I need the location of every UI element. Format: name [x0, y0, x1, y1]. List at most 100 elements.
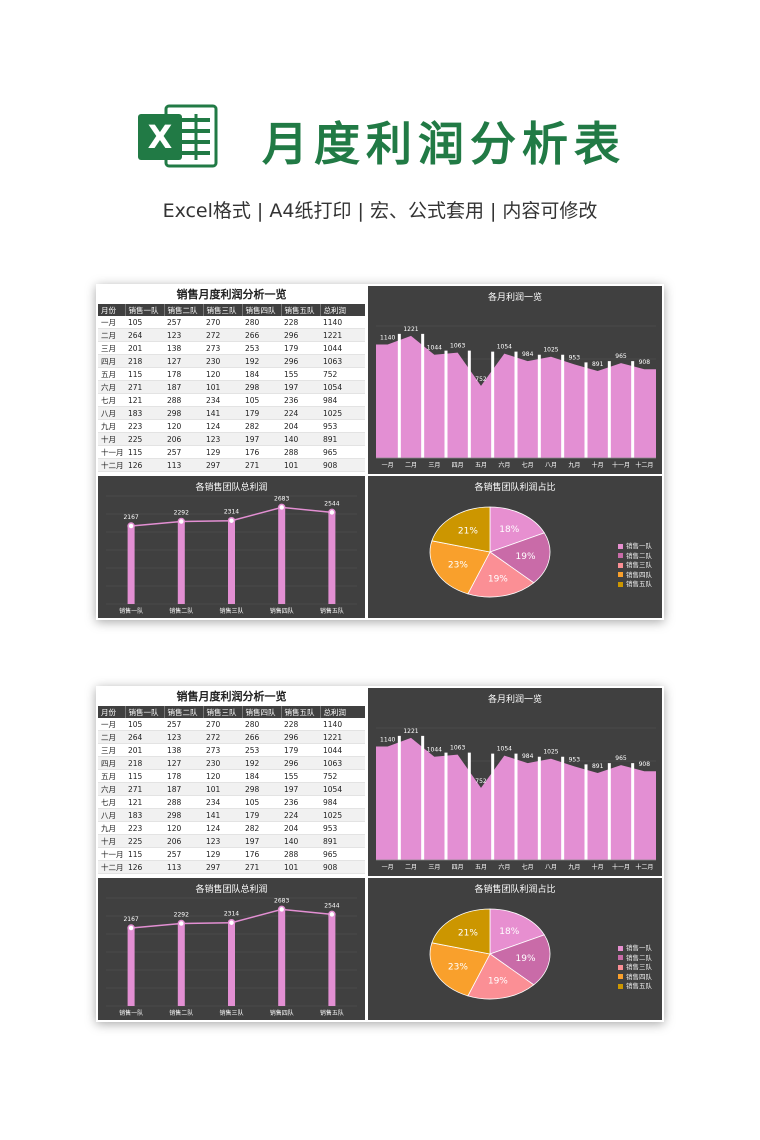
table-cell: 121 [125, 393, 164, 407]
table-row: 总和2167229223142683254412000 [98, 471, 365, 474]
table-cell: 257 [164, 847, 203, 861]
x-tick-label: 七月 [522, 863, 534, 871]
table-cell: 201 [125, 341, 164, 355]
team-chart-title: 各销售团队总利润 [195, 483, 268, 493]
table-cell: 253 [242, 743, 281, 757]
table-header-cell: 销售三队 [203, 706, 243, 718]
profit-table: 月份 销售一队 销售二队 销售三队 销售四队 销售五队 总利润 一月 105 257 270 280… [98, 706, 365, 876]
legend-swatch [618, 572, 623, 577]
table-header-cell: 销售一队 [125, 706, 165, 718]
table-cell: 225 [125, 834, 164, 848]
table-cell: 908 [320, 458, 365, 472]
pie-slice-label: 23% [448, 560, 468, 570]
table-header-cell: 销售三队 [203, 304, 243, 316]
table-cell: 一月 [98, 316, 125, 329]
pie-legend: 销售一队 销售二队 销售三队 销售四队 销售五队 [618, 542, 652, 590]
profit-table-panel: 销售月度利润分析一览 月份 销售一队 销售二队 销售三队 销售四队 销售五队 总利润 一月 1… [98, 286, 365, 474]
x-tick-label: 十二月 [635, 863, 653, 871]
data-label: 1025 [543, 749, 558, 756]
table-cell: 282 [242, 821, 281, 835]
table-cell: 九月 [98, 419, 125, 433]
table-cell: 224 [281, 406, 320, 420]
table-row: 七月 121 288 234 105 236 984 [98, 393, 365, 407]
table-cell: 197 [281, 380, 320, 394]
table-cell: 124 [203, 419, 242, 433]
table-header-cell: 销售二队 [164, 304, 204, 316]
table-cell: 271 [125, 380, 164, 394]
table-cell: 140 [281, 432, 320, 446]
legend-item: 销售二队 [618, 954, 652, 964]
table-cell: 266 [242, 730, 281, 744]
table-header-cell: 总利润 [320, 706, 365, 718]
data-label: 2292 [174, 911, 189, 918]
data-point [277, 503, 286, 512]
data-label: 1063 [450, 343, 465, 350]
table-cell: 280 [242, 718, 281, 731]
x-tick-label: 七月 [522, 461, 534, 469]
bar [328, 512, 336, 604]
table-cell: 105 [125, 316, 164, 329]
table-cell: 115 [125, 445, 164, 459]
table-cell: 984 [320, 393, 365, 407]
table-cell: 218 [125, 354, 164, 368]
data-point [328, 508, 336, 517]
table-cell: 2167 [125, 873, 164, 876]
x-tick-label: 销售四队 [270, 1009, 294, 1017]
table-cell: 752 [320, 367, 365, 381]
table-cell: 257 [164, 316, 203, 329]
table-row: 三月 201 138 273 253 179 1044 [98, 743, 365, 757]
legend-label: 销售一队 [626, 542, 652, 550]
table-cell: 五月 [98, 367, 125, 381]
table-cell: 115 [125, 367, 164, 381]
legend-swatch [618, 955, 623, 960]
table-cell: 二月 [98, 730, 125, 744]
table-cell: 891 [320, 834, 365, 848]
table-cell: 282 [242, 419, 281, 433]
table-cell: 204 [281, 419, 320, 433]
x-tick-label: 销售二队 [169, 1009, 193, 1017]
table-row: 三月 201 138 273 253 179 1044 [98, 341, 365, 355]
table-cell: 120 [164, 419, 203, 433]
pie-slice [489, 908, 545, 955]
table-cell: 296 [281, 328, 320, 342]
bar [228, 520, 235, 604]
table-header-cell: 总利润 [320, 304, 365, 316]
data-label: 891 [592, 361, 604, 368]
team-total-chart: 各销售团队总利润 2167 销售一队 2292 销售二队 2314 销售三队 2683 销售四… [98, 878, 365, 1020]
x-tick-label: 销售四队 [270, 607, 294, 615]
table-row: 七月 121 288 234 105 236 984 [98, 795, 365, 809]
table-cell: 206 [164, 432, 203, 446]
table-cell: 270 [203, 316, 242, 329]
table-cell: 752 [320, 769, 365, 783]
data-label: 891 [592, 763, 604, 770]
data-label: 965 [615, 755, 627, 762]
table-cell: 197 [281, 782, 320, 796]
table-row: 八月 183 298 141 179 224 1025 [98, 808, 365, 822]
table-cell: 192 [242, 354, 281, 368]
data-label: 1044 [427, 747, 442, 754]
table-cell: 298 [164, 406, 203, 420]
table-cell: 四月 [98, 354, 125, 368]
x-tick-label: 八月 [545, 462, 557, 469]
bar [278, 507, 286, 604]
legend-swatch [618, 581, 623, 587]
data-label: 953 [569, 354, 581, 361]
table-header-cell: 销售五队 [281, 706, 321, 718]
table-cell: 115 [125, 847, 164, 861]
table-header-row: 月份 销售一队 销售二队 销售三队 销售四队 销售五队 总利润 [98, 706, 365, 718]
legend-label: 销售一队 [626, 944, 652, 952]
table-cell: 264 [125, 328, 164, 342]
pie-slice [489, 532, 551, 584]
x-tick-label: 三月 [428, 864, 440, 871]
table-cell: 273 [203, 743, 242, 757]
data-label: 965 [615, 353, 627, 360]
table-cell: 1140 [320, 718, 365, 731]
table-cell: 101 [281, 860, 320, 874]
legend-label: 销售五队 [626, 982, 652, 990]
monthly-profit-chart: 各月利润一览 1140 一月 1221 二月 1044 三月 1063 四月 752 五月 1054… [368, 286, 662, 474]
legend-item: 销售四队 [618, 571, 652, 581]
table-cell: 1063 [320, 756, 365, 770]
table-cell: 12000 [320, 873, 365, 876]
x-tick-label: 六月 [498, 863, 510, 871]
legend-label: 销售三队 [626, 963, 652, 971]
